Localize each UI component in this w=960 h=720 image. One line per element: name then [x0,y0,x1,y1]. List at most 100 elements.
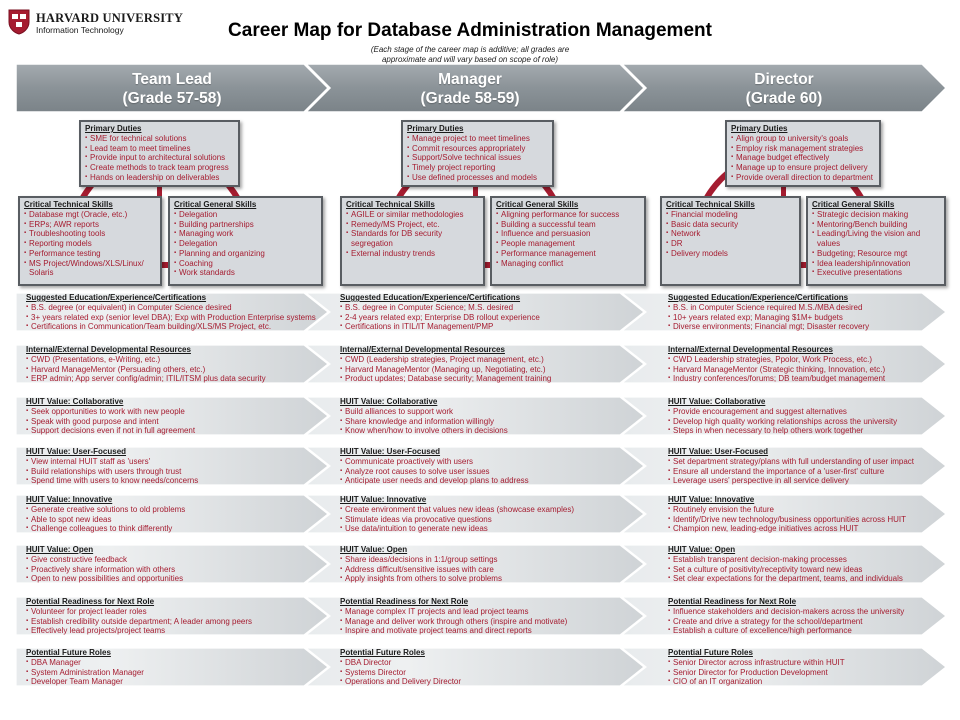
list-item: Harvard ManageMentor (Persuading others,… [26,365,266,375]
band-cell: Suggested Education/Experience/Certifica… [340,293,540,332]
band-cell-list: CWD (Leadership strategies, Project mana… [340,355,551,384]
list-item: Communicate proactively with users [340,457,529,467]
band-cell: Internal/External Developmental Resource… [668,345,885,384]
band-cell-title: Suggested Education/Experience/Certifica… [26,293,207,302]
box-connector [483,262,492,268]
box-title: Critical Technical Skills [346,200,435,209]
band-cell-list: Communicate proactively with usersAnalyz… [340,457,529,486]
band-cell-title: Potential Future Roles [340,648,425,657]
list-item: DBA Manager [26,658,144,668]
readiness-band: Potential Readiness for Next RoleVolunte… [16,597,946,635]
band-cell-title: Potential Readiness for Next Role [26,597,155,606]
box-connector [160,262,169,268]
list-item: B.S. degree in Computer Science; M.S. de… [340,303,540,313]
band-cell-title: Suggested Education/Experience/Certifica… [340,293,521,302]
general-skills-box: Critical General Skills Strategic decisi… [806,196,946,286]
value-user-focused-band: HUIT Value: User-Focused View internal HU… [16,447,946,485]
duties-list: Manage project to meet timelines Commit … [407,134,548,183]
box-title: Primary Duties [731,124,788,133]
band-cell-list: B.S. in Computer Science required M.S./M… [668,303,869,332]
list-item: Anticipate user needs and develop plans … [340,476,529,486]
skills-list: Financial modeling Basic data security N… [666,210,795,259]
subtitle-line-2: approximate and will vary based on scope… [381,55,559,64]
band-cell: HUIT Value: CollaborativeSeek opportunit… [26,397,195,436]
value-innovative-band: HUIT Value: InnovativeGenerate creative … [16,495,946,533]
skills-list: Delegation Building partnerships Managin… [174,210,317,278]
band-cell-list: View internal HUIT staff as 'users'Build… [26,457,198,486]
list-item: CWD (Presentations, e-Writing, etc.) [26,355,266,365]
band-cell-list: Give constructive feedbackProactively sh… [26,555,183,584]
band-cell: HUIT Value: User-FocusedView internal HU… [26,447,198,486]
list-item: Manage complex IT projects and lead proj… [340,607,567,617]
list-item: CWD (Leadership strategies, Project mana… [340,355,551,365]
list-item: Address difficult/sensitive issues with … [340,565,502,575]
list-item: Planning and organizing [174,249,317,259]
list-item: Systems Director [340,668,461,678]
band-cell-title: Potential Future Roles [26,648,111,657]
list-item: Strategic decision making [812,210,940,220]
band-cell-list: Influence stakeholders and decision-make… [668,607,904,636]
band-cell-list: B.S. degree (or equivalent) in Computer … [26,303,316,332]
primary-duties-box: Primary Duties SME for technical solutio… [79,120,240,187]
stage-grade: (Grade 60) [745,90,823,107]
list-item: Reporting models [24,239,156,249]
list-item: Delivery models [666,249,795,259]
list-item: Delegation [174,210,317,220]
band-cell: HUIT Value: CollaborativeProvide encoura… [668,397,897,436]
box-connector [797,262,806,268]
list-item: Diverse environments; Financial mgt; Dis… [668,322,869,332]
band-cell-title: Potential Future Roles [668,648,753,657]
list-item: Standards for DB security segregation [346,229,479,248]
list-item: Hands on leadership on deliverables [85,173,234,183]
band-cell-title: HUIT Value: User-Focused [668,447,769,456]
list-item: MS Project/Windows/XLS/Linux/ Solaris [24,259,156,278]
list-item: Performance testing [24,249,156,259]
list-item: Budgeting; Resource mgt [812,249,940,259]
stage-arrow-3 [620,64,946,112]
shield-icon [8,9,30,35]
list-item: Ensure all understand the importance of … [668,467,914,477]
list-item: Industry conferences/forums; DB team/bud… [668,374,885,384]
list-item: Establish credibility outside department… [26,617,252,627]
list-item: Routinely envision the future [668,505,906,515]
list-item: Mentoring/Bench building [812,220,940,230]
list-item: Provide overall direction to department [731,173,875,183]
list-item: B.S. degree (or equivalent) in Computer … [26,303,316,313]
primary-duties-box: Primary Duties Align group to university… [725,120,881,187]
band-cell-list: Routinely envision the futureIdentify/Dr… [668,505,906,534]
list-item: Build alliances to support work [340,407,508,417]
list-item: ERPs; AWR reports [24,220,156,230]
band-cell: Suggested Education/Experience/Certifica… [668,293,869,332]
list-item: Network [666,229,795,239]
list-item: SME for technical solutions [85,134,234,144]
list-item: AGILE or similar methodologies [346,210,479,220]
skills-list: Strategic decision making Mentoring/Benc… [812,210,940,278]
list-item: DR [666,239,795,249]
list-item: Steps in when necessary to help others w… [668,426,897,436]
list-item: Idea leadership/innovation [812,259,940,269]
band-cell-list: Manage complex IT projects and lead proj… [340,607,567,636]
list-item: CIO of an IT organization [668,677,845,687]
box-title: Critical Technical Skills [24,200,113,209]
list-item: Share knowledge and information willingl… [340,417,508,427]
stage-name: Director [754,71,814,88]
list-item: Create and drive a strategy for the scho… [668,617,904,627]
list-item: Open to new possibilities and opportunit… [26,574,183,584]
band-cell-title: Suggested Education/Experience/Certifica… [668,293,849,302]
band-cell-title: HUIT Value: Collaborative [340,397,438,406]
technical-skills-box: Critical Technical Skills AGILE or simil… [340,196,485,286]
list-item: Create environment that values new ideas… [340,505,574,515]
band-cell: Internal/External Developmental Resource… [26,345,266,384]
band-cell: HUIT Value: InnovativeCreate environment… [340,495,574,534]
list-item: Leverage users' perspective in all servi… [668,476,914,486]
list-item: System Administration Manager [26,668,144,678]
list-item: Give constructive feedback [26,555,183,565]
list-item: Managing conflict [496,259,640,269]
band-cell: HUIT Value: OpenShare ideas/decisions in… [340,545,502,584]
list-item: Speak with good purpose and intent [26,417,195,427]
list-item: Manage budget effectively [731,153,875,163]
list-item: ERP admin; App server config/admin; ITIL… [26,374,266,384]
band-cell: Potential Future RolesDBA DirectorSystem… [340,648,461,687]
band-cell-list: CWD (Presentations, e-Writing, etc.)Harv… [26,355,266,384]
list-item: Stimulate ideas via provocative question… [340,515,574,525]
